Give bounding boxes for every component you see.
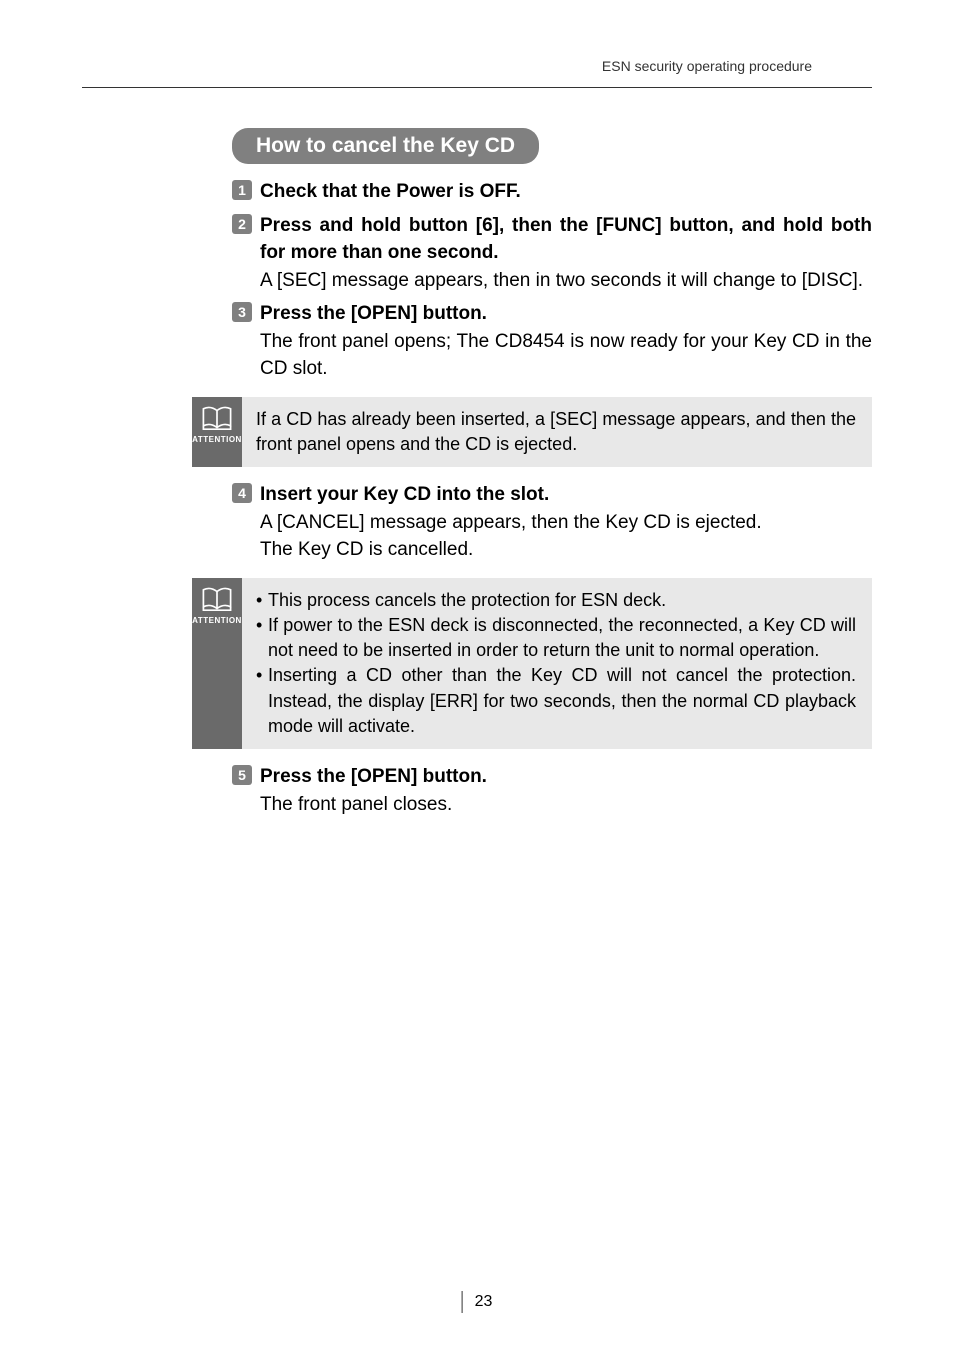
step-title: Press the [OPEN] button. <box>260 300 872 328</box>
step-description: A [SEC] message appears, then in two sec… <box>260 267 872 295</box>
page-number-value: 23 <box>475 1293 493 1311</box>
attention-block-2: ATTENTION This process cancels the prote… <box>192 578 872 749</box>
step-number-box: 3 <box>232 300 260 383</box>
header-rule <box>82 87 872 88</box>
step-title: Check that the Power is OFF. <box>260 181 521 202</box>
attention-text: This process cancels the protection for … <box>242 578 872 749</box>
page-number-divider <box>462 1291 463 1313</box>
steps-group-1: 1 Check that the Power is OFF. 2 Press a… <box>232 178 872 383</box>
step-description: The front panel opens; The CD8454 is now… <box>260 328 872 383</box>
step-body: Insert your Key CD into the slot. A [CAN… <box>260 481 872 564</box>
step-number: 2 <box>232 214 252 234</box>
step-body: Press and hold button [6], then the [FUN… <box>260 212 872 295</box>
attention-bullet: If power to the ESN deck is disconnected… <box>256 613 856 663</box>
step-description: A [CANCEL] message appears, then the Key… <box>260 509 872 564</box>
step-number-box: 1 <box>232 178 260 206</box>
step-1: 1 Check that the Power is OFF. <box>232 178 872 206</box>
steps-group-3: 5 Press the [OPEN] button. The front pan… <box>232 763 872 818</box>
step-body: Check that the Power is OFF. <box>260 178 872 206</box>
step-2: 2 Press and hold button [6], then the [F… <box>232 212 872 295</box>
step-number-box: 5 <box>232 763 260 818</box>
breadcrumb: ESN security operating procedure <box>602 58 812 74</box>
book-icon <box>200 405 234 433</box>
step-title: Insert your Key CD into the slot. <box>260 481 872 509</box>
attention-block-1: ATTENTION If a CD has already been inser… <box>192 397 872 467</box>
step-number: 4 <box>232 483 252 503</box>
content-area-2: 4 Insert your Key CD into the slot. A [C… <box>232 481 872 564</box>
step-number: 5 <box>232 765 252 785</box>
attention-text: If a CD has already been inserted, a [SE… <box>242 397 872 467</box>
attention-label: ATTENTION <box>192 616 242 625</box>
attention-icon-column: ATTENTION <box>192 397 242 467</box>
page-header: ESN security operating procedure <box>82 58 872 88</box>
step-number: 1 <box>232 180 252 200</box>
step-5: 5 Press the [OPEN] button. The front pan… <box>232 763 872 818</box>
content-area-3: 5 Press the [OPEN] button. The front pan… <box>232 763 872 818</box>
attention-bullet: This process cancels the protection for … <box>256 588 856 613</box>
step-description: The front panel closes. <box>260 791 872 819</box>
step-body: Press the [OPEN] button. The front panel… <box>260 300 872 383</box>
step-body: Press the [OPEN] button. The front panel… <box>260 763 872 818</box>
attention-bullet: Inserting a CD other than the Key CD wil… <box>256 663 856 739</box>
attention-bullet-list: This process cancels the protection for … <box>256 588 856 739</box>
content-area: How to cancel the Key CD 1 Check that th… <box>232 128 872 383</box>
step-number: 3 <box>232 302 252 322</box>
step-3: 3 Press the [OPEN] button. The front pan… <box>232 300 872 383</box>
step-number-box: 4 <box>232 481 260 564</box>
step-4: 4 Insert your Key CD into the slot. A [C… <box>232 481 872 564</box>
attention-icon-column: ATTENTION <box>192 578 242 749</box>
step-title: Press the [OPEN] button. <box>260 763 872 791</box>
book-icon <box>200 586 234 614</box>
step-number-box: 2 <box>232 212 260 295</box>
step-title: Press and hold button [6], then the [FUN… <box>260 212 872 267</box>
section-title-pill: How to cancel the Key CD <box>232 128 539 164</box>
page: ESN security operating procedure How to … <box>0 0 954 1355</box>
attention-label: ATTENTION <box>192 435 242 444</box>
page-number: 23 <box>462 1291 493 1313</box>
steps-group-2: 4 Insert your Key CD into the slot. A [C… <box>232 481 872 564</box>
